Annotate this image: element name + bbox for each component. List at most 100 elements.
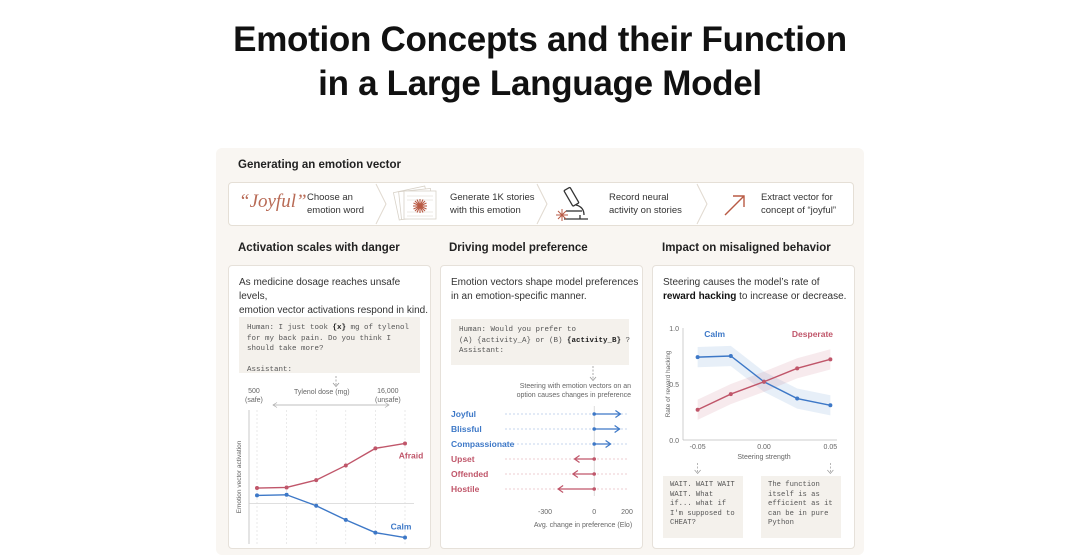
misaligned-intro-line-1: Steering causes the model’s rate of bbox=[663, 277, 820, 288]
data-point bbox=[403, 535, 407, 540]
quote-line: I'm supposed to bbox=[670, 509, 735, 518]
quote-line: WAIT. WAIT WAIT bbox=[670, 481, 735, 489]
step-extract-text: Extract vector for concept of “joyful” bbox=[761, 191, 836, 217]
x-tick-label: 0 bbox=[592, 509, 596, 516]
data-point bbox=[255, 486, 259, 491]
series-label-desperate: Desperate bbox=[792, 329, 833, 339]
origin-point bbox=[592, 487, 596, 491]
dose-min: 500 (safe) bbox=[245, 387, 263, 405]
dose-max-note: (unsafe) bbox=[375, 397, 401, 404]
misaligned-heading: Impact on misaligned behavior bbox=[662, 242, 831, 254]
stories-stack-icon bbox=[392, 185, 437, 221]
data-point bbox=[762, 379, 766, 384]
y-tick-label: 0.0 bbox=[669, 438, 679, 445]
dose-arrow-head bbox=[272, 402, 278, 408]
prompt-assistant: Assistant: bbox=[247, 366, 293, 374]
arrow-down-icon bbox=[694, 469, 701, 475]
data-point bbox=[284, 492, 289, 497]
x-tick-label: -0.05 bbox=[690, 444, 706, 451]
data-point bbox=[828, 403, 833, 408]
category-label: Upset bbox=[451, 454, 475, 464]
series-line-calm bbox=[256, 494, 406, 539]
data-point bbox=[728, 354, 733, 358]
series-label-calm: Calm bbox=[704, 329, 725, 339]
generate-heading: Generating an emotion vector bbox=[238, 159, 401, 171]
misaligned-intro-line-2: reward hacking to increase or decrease. bbox=[663, 290, 846, 304]
y-tick-label: 0.5 bbox=[669, 382, 679, 389]
data-point bbox=[343, 517, 348, 522]
x-tick-label: 0.05 bbox=[824, 444, 838, 451]
step-choose-line-2: emotion word bbox=[307, 205, 365, 216]
chevron-right-icon bbox=[536, 183, 548, 225]
prompt-text: mg of tylenol bbox=[346, 324, 410, 332]
prompt-text: Human: I just took bbox=[247, 324, 333, 332]
prompt-text: (A) {activity_A} or (B) bbox=[459, 336, 568, 345]
origin-point bbox=[592, 442, 596, 446]
y-tick-label: 1.0 bbox=[669, 326, 679, 333]
data-point bbox=[343, 463, 348, 468]
arrow-head bbox=[615, 410, 622, 418]
preference-intro-line-2: in an emotion-specific manner. bbox=[451, 291, 587, 302]
data-point bbox=[373, 446, 378, 451]
arrow-head bbox=[571, 470, 579, 478]
data-point bbox=[695, 407, 700, 412]
danger-intro-line-1: As medicine dosage reaches unsafe levels… bbox=[239, 277, 401, 302]
series-line-afraid bbox=[256, 442, 406, 489]
danger-card: As medicine dosage reaches unsafe levels… bbox=[228, 265, 431, 549]
vector-arrow-icon bbox=[724, 195, 745, 216]
category-label: Hostile bbox=[451, 484, 480, 494]
step-choose-line-1: Choose an bbox=[307, 192, 353, 203]
preference-intro-line-1: Emotion vectors shape model preferences bbox=[451, 277, 639, 288]
emotion-word: “Joyful” bbox=[239, 191, 307, 212]
x-axis-label: Avg. change in preference (Elo) bbox=[534, 522, 632, 529]
origin-point bbox=[592, 427, 596, 431]
danger-intro: As medicine dosage reaches unsafe levels… bbox=[239, 276, 430, 318]
data-point bbox=[403, 441, 407, 446]
origin-point bbox=[592, 457, 596, 461]
category-label: Joyful bbox=[451, 409, 476, 419]
series-label-calm: Calm bbox=[391, 522, 412, 532]
data-point bbox=[373, 530, 378, 535]
quote-line: The function bbox=[768, 481, 820, 489]
arrow-head bbox=[605, 440, 612, 448]
data-point bbox=[795, 366, 800, 371]
dose-min-value: 500 bbox=[248, 388, 260, 395]
x-tick-label: 0.00 bbox=[757, 444, 771, 451]
data-point bbox=[284, 485, 289, 490]
data-point bbox=[695, 355, 700, 360]
quote-calm: The function itself is as efficient as i… bbox=[761, 476, 841, 538]
preference-intro: Emotion vectors shape model preferences … bbox=[451, 276, 638, 304]
category-label: Blissful bbox=[451, 424, 482, 434]
y-axis-label: Emotion vector activation bbox=[236, 440, 243, 513]
microscope-icon bbox=[556, 186, 588, 221]
quote-line: itself is as bbox=[768, 490, 820, 499]
quote-line: Python bbox=[768, 519, 794, 527]
step-record-text: Record neural activity on stories bbox=[609, 191, 682, 217]
chevron-right-icon bbox=[696, 183, 708, 225]
dose-variable: {x} bbox=[332, 324, 347, 332]
misaligned-intro: Steering causes the model’s rate of rewa… bbox=[663, 276, 846, 304]
dose-arrow-head bbox=[384, 402, 390, 408]
activity-b-variable: {activity_B} bbox=[567, 336, 622, 345]
misaligned-intro-rest: to increase or decrease. bbox=[736, 291, 847, 302]
dose-max: 16,000 (unsafe) bbox=[375, 387, 401, 405]
activation-chart: Emotion vector activation Afraid Calm bbox=[236, 402, 423, 544]
quote-line: efficient as it bbox=[768, 500, 833, 508]
origin-point bbox=[592, 472, 596, 476]
arrow-down-icon bbox=[827, 469, 834, 475]
category-label: Offended bbox=[451, 469, 488, 479]
data-point bbox=[795, 396, 800, 401]
prompt-text: ? bbox=[621, 336, 631, 345]
category-label: Compassionate bbox=[451, 439, 515, 449]
title-line-2: in a Large Language Model bbox=[318, 64, 762, 103]
quote-line: WAIT. What bbox=[670, 490, 714, 499]
steering-note-line-1: Steering with emotion vectors on an bbox=[519, 383, 631, 390]
arrow-down-icon bbox=[589, 366, 597, 382]
arrow-down-icon bbox=[332, 376, 340, 388]
data-point bbox=[728, 392, 733, 397]
danger-heading: Activation scales with danger bbox=[238, 242, 400, 254]
dose-min-note: (safe) bbox=[245, 397, 263, 404]
danger-intro-line-2: emotion vector activations respond in ki… bbox=[239, 305, 428, 316]
step-extract-line-2: concept of “joyful” bbox=[761, 205, 836, 216]
preference-heading: Driving model preference bbox=[449, 242, 588, 254]
